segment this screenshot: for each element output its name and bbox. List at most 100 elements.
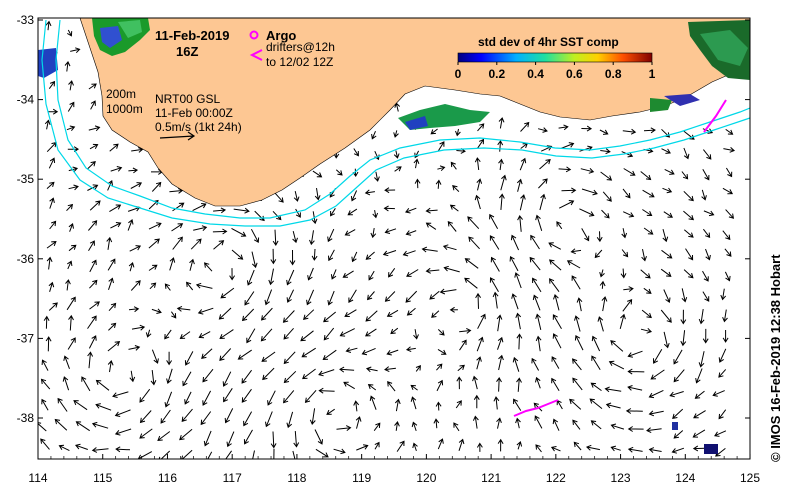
- current-arrow: [189, 258, 195, 271]
- current-arrow: [302, 368, 316, 380]
- current-arrow: [551, 356, 560, 369]
- current-arrow: [301, 347, 316, 358]
- lat-tick-label: -36: [17, 252, 35, 266]
- current-arrow: [455, 400, 462, 409]
- current-arrow: [283, 351, 296, 365]
- current-arrow: [402, 250, 416, 257]
- current-arrow: [394, 421, 400, 431]
- current-arrow: [599, 280, 606, 289]
- current-arrow: [449, 306, 458, 313]
- current-arrow: [530, 234, 540, 250]
- current-arrow: [286, 411, 294, 429]
- current-arrow: [498, 354, 504, 371]
- current-arrow: [251, 251, 258, 269]
- current-arrow: [433, 418, 440, 429]
- current-arrow: [327, 228, 335, 243]
- current-arrow: [179, 428, 193, 441]
- current-arrow: [66, 125, 76, 132]
- current-arrow: [660, 309, 672, 323]
- current-arrow: [114, 428, 132, 436]
- current-arrow: [472, 375, 478, 390]
- current-arrow: [467, 216, 480, 230]
- colorbar-tick-label: 0: [455, 67, 462, 81]
- current-arrow: [672, 408, 684, 420]
- lon-tick-label: 124: [675, 471, 695, 485]
- current-arrow: [561, 142, 575, 149]
- current-arrow: [722, 330, 729, 343]
- colorbar-title: std dev of 4hr SST comp: [478, 35, 619, 49]
- current-arrow: [532, 294, 541, 311]
- current-arrow: [66, 296, 76, 311]
- current-arrow: [261, 351, 276, 362]
- current-arrow: [429, 290, 440, 300]
- current-arrow: [128, 306, 140, 313]
- current-arrow: [87, 351, 94, 369]
- current-arrow: [314, 429, 323, 445]
- current-arrow: [443, 265, 460, 273]
- current-arrow: [108, 277, 114, 290]
- current-arrow: [516, 178, 523, 192]
- current-arrow: [496, 314, 503, 332]
- current-arrow: [95, 403, 112, 411]
- current-arrow: [390, 327, 399, 335]
- current-arrow: [48, 80, 56, 89]
- current-arrow: [714, 430, 727, 437]
- current-arrow: [437, 438, 444, 450]
- current-arrow: [648, 447, 662, 453]
- current-arrow: [220, 287, 235, 299]
- current-arrow: [573, 441, 582, 451]
- current-arrow: [356, 444, 369, 451]
- current-arrow: [384, 228, 397, 234]
- current-arrow: [374, 171, 380, 182]
- current-arrow: [599, 129, 609, 135]
- current-arrow: [673, 349, 683, 365]
- current-arrow: [246, 328, 256, 344]
- current-arrow: [309, 230, 315, 246]
- current-arrow: [394, 166, 402, 172]
- current-arrow: [513, 398, 522, 411]
- current-arrow: [347, 208, 358, 216]
- current-arrow: [344, 229, 356, 236]
- current-arrow: [344, 309, 357, 317]
- current-arrow: [151, 181, 162, 192]
- colorbar-tick-label: 1: [649, 67, 656, 81]
- current-arrow: [265, 411, 273, 428]
- argo-label: Argo: [266, 28, 296, 43]
- current-arrow: [569, 398, 582, 410]
- depth-1000-label: 1000m: [106, 102, 143, 116]
- current-arrow: [489, 213, 499, 229]
- current-arrow: [685, 248, 694, 261]
- current-arrow: [561, 187, 577, 194]
- current-arrow: [597, 316, 604, 332]
- current-arrow: [683, 190, 694, 202]
- current-arrow: [497, 140, 504, 152]
- current-arrow: [600, 148, 611, 155]
- current-arrow: [414, 178, 421, 189]
- current-arrow: [213, 207, 227, 214]
- current-arrow: [472, 415, 479, 429]
- lon-tick-label: 115: [93, 471, 112, 485]
- current-arrow: [641, 309, 652, 319]
- current-arrow: [137, 451, 153, 459]
- current-arrow: [516, 440, 523, 450]
- current-arrow: [370, 228, 377, 239]
- current-arrow: [182, 371, 192, 387]
- current-arrow: [65, 279, 71, 291]
- current-arrow: [88, 335, 97, 349]
- current-arrow: [164, 329, 172, 340]
- current-arrow: [365, 310, 378, 322]
- current-arrow: [89, 259, 97, 273]
- current-arrow: [627, 368, 645, 375]
- current-arrow: [328, 249, 335, 262]
- current-arrow: [514, 272, 522, 289]
- current-arrow: [219, 329, 234, 340]
- current-arrow: [473, 394, 480, 409]
- current-arrow: [539, 158, 551, 170]
- current-arrow: [41, 359, 49, 371]
- current-arrow: [515, 417, 521, 429]
- current-arrow: [223, 388, 233, 403]
- current-arrow: [172, 202, 185, 212]
- current-arrow: [373, 422, 381, 431]
- current-arrow: [558, 166, 572, 173]
